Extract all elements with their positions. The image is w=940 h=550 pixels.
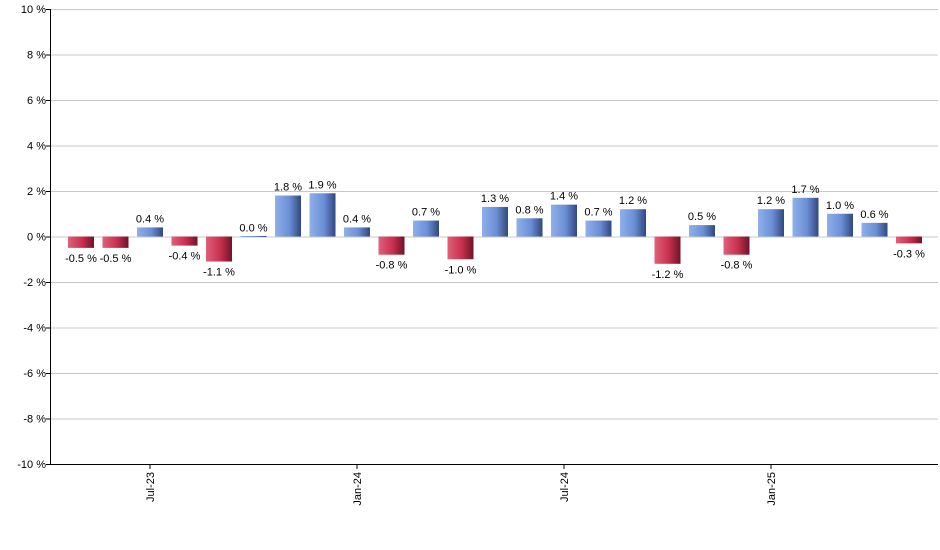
bar bbox=[344, 227, 370, 237]
x-tick-label: Jan-25 bbox=[766, 472, 778, 506]
y-tick-label: 4 % bbox=[27, 141, 46, 153]
bar-value-label: 0.5 % bbox=[688, 211, 716, 223]
bar bbox=[620, 209, 646, 237]
bar bbox=[758, 209, 784, 237]
bar-value-label: 0.4 % bbox=[343, 213, 371, 225]
bar-value-label: -0.5 % bbox=[100, 253, 132, 265]
bar-value-label: 0.7 % bbox=[412, 207, 440, 219]
bar-value-label: 1.2 % bbox=[757, 195, 785, 207]
bar bbox=[827, 213, 853, 237]
axes bbox=[46, 9, 938, 469]
x-tick-label: Jan-24 bbox=[352, 472, 364, 506]
bar-value-label: 1.8 % bbox=[274, 182, 302, 194]
bar bbox=[654, 236, 681, 264]
bar-value-label: -1.2 % bbox=[652, 269, 684, 281]
x-tick-label: Jul-24 bbox=[559, 472, 571, 502]
bar-value-label: -1.0 % bbox=[445, 264, 477, 276]
bar bbox=[378, 236, 405, 255]
bar bbox=[792, 197, 819, 237]
y-tick-label: 2 % bbox=[27, 186, 46, 198]
bar-value-label: -0.4 % bbox=[169, 251, 201, 263]
bar bbox=[482, 206, 508, 237]
bar bbox=[102, 236, 129, 248]
y-tick-label: -10 % bbox=[17, 459, 46, 471]
bar bbox=[447, 236, 474, 260]
bar-value-label: 1.9 % bbox=[308, 179, 336, 191]
bar-value-label: -0.8 % bbox=[721, 260, 753, 272]
bar bbox=[68, 236, 94, 248]
bar bbox=[240, 236, 267, 237]
y-tick-label: 6 % bbox=[27, 95, 46, 107]
bar-value-label: 1.3 % bbox=[481, 193, 509, 205]
bar bbox=[206, 236, 232, 262]
y-tick-label: -6 % bbox=[23, 368, 46, 380]
bar-value-label: -1.1 % bbox=[203, 267, 235, 279]
x-tick-label: Jul-23 bbox=[145, 472, 157, 502]
bar-value-label: -0.5 % bbox=[65, 253, 97, 265]
y-tick-label: 0 % bbox=[27, 232, 46, 244]
bar bbox=[137, 227, 163, 237]
bar-value-label: 0.0 % bbox=[239, 223, 267, 235]
y-tick-label: -2 % bbox=[23, 277, 46, 289]
bar bbox=[413, 220, 439, 237]
bar-value-label: 1.0 % bbox=[826, 200, 854, 212]
bar-value-label: 1.2 % bbox=[619, 195, 647, 207]
y-tick-label: -8 % bbox=[23, 414, 46, 426]
bar-value-label: 0.4 % bbox=[136, 213, 164, 225]
bar bbox=[551, 204, 577, 237]
bar-value-label: -0.8 % bbox=[376, 260, 408, 272]
bar bbox=[861, 222, 888, 237]
bars bbox=[68, 193, 922, 264]
bar-value-label: 0.8 % bbox=[515, 204, 543, 216]
bar-value-label: 0.7 % bbox=[584, 207, 612, 219]
labels: 10 % 8 % 6 % 4 % 2 % 0 % -2 % -4 % -6 % -8 % -10 %… bbox=[17, 4, 925, 506]
y-tick-label: 8 % bbox=[27, 50, 46, 62]
y-tick-label: -4 % bbox=[23, 323, 46, 335]
bar bbox=[723, 236, 750, 255]
bar bbox=[585, 220, 612, 237]
bar bbox=[896, 236, 922, 244]
bar bbox=[516, 218, 543, 237]
bar-value-label: 0.6 % bbox=[860, 209, 888, 221]
bar-value-label: 1.7 % bbox=[791, 184, 819, 196]
bar bbox=[689, 225, 715, 237]
bar bbox=[275, 195, 301, 237]
bar-value-label: -0.3 % bbox=[893, 248, 925, 260]
bar-value-label: 1.4 % bbox=[550, 191, 578, 203]
bar bbox=[171, 236, 198, 246]
bar bbox=[309, 193, 336, 237]
y-tick-label: 10 % bbox=[21, 4, 46, 16]
